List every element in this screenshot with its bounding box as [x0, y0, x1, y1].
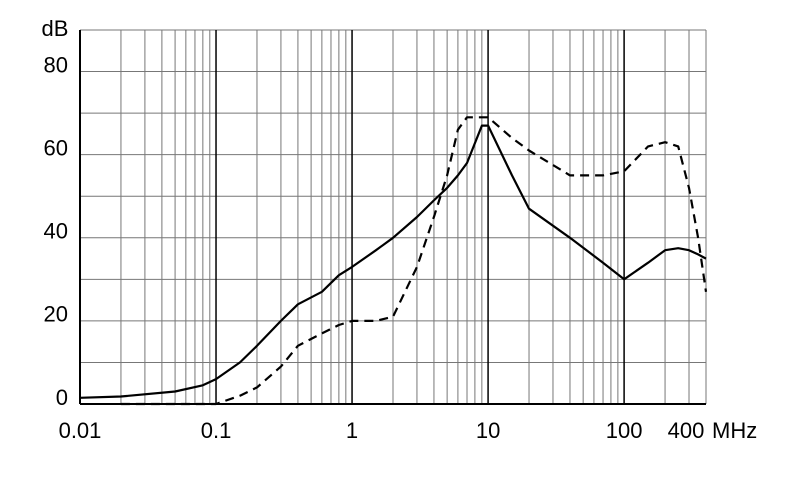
series-line [120, 116, 708, 406]
y-tick-label: 60 [44, 135, 68, 160]
series-line [79, 124, 707, 399]
x-tick-label: 1 [346, 418, 358, 443]
x-tick-label: 0.1 [201, 418, 232, 443]
x-tick-label: 100 [606, 418, 643, 443]
x-axis-label: MHz [712, 418, 757, 443]
y-axis-label: dB [42, 16, 69, 41]
y-tick-label: 40 [44, 219, 68, 244]
y-tick-label: 0 [56, 385, 68, 410]
y-tick-label: 20 [44, 302, 68, 327]
y-tick-label: 80 [44, 52, 68, 77]
x-tick-label: 400 [668, 418, 705, 443]
x-tick-label: 10 [476, 418, 500, 443]
x-tick-label: 0.01 [59, 418, 102, 443]
